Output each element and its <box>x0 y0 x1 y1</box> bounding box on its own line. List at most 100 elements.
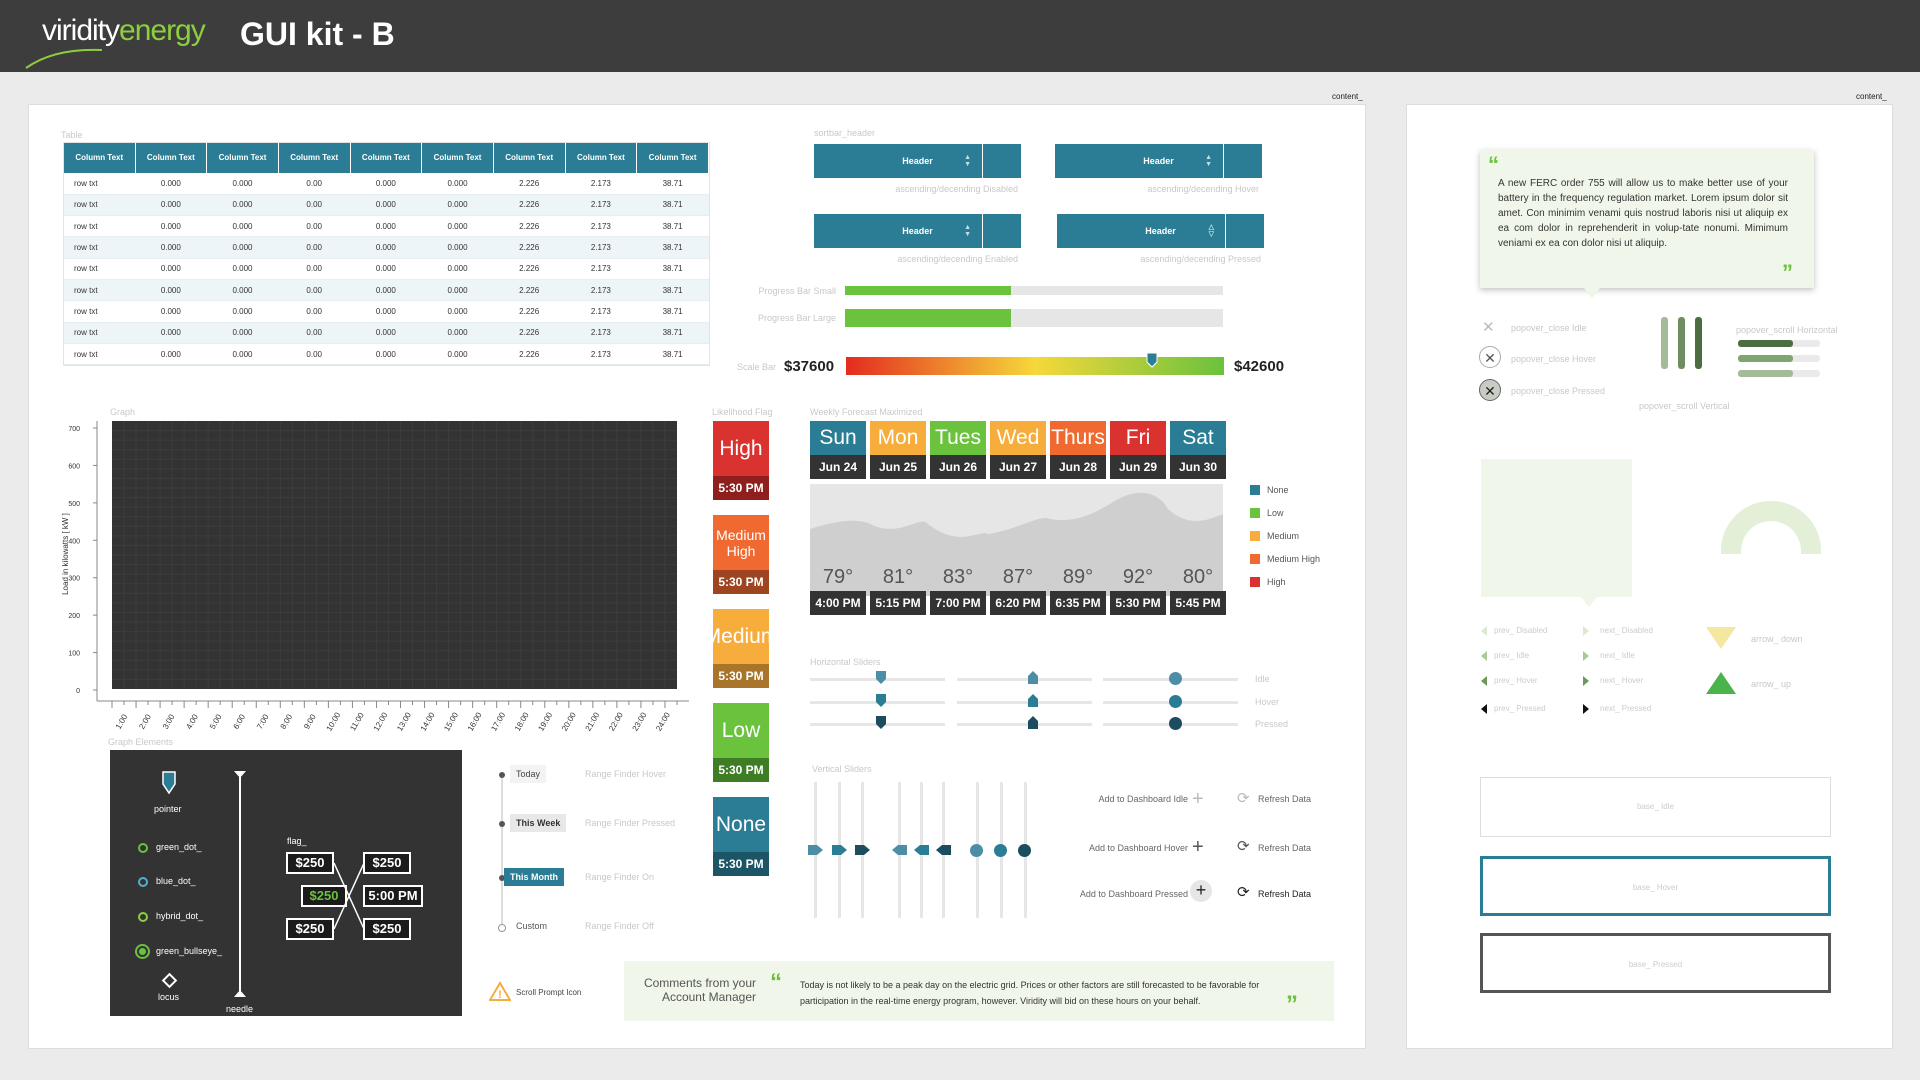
range-finder-button[interactable]: This Month <box>504 868 564 886</box>
forecast-day: Thurs Jun 28 89° 6:35 PM <box>1050 421 1106 617</box>
scale-pointer[interactable] <box>1146 352 1158 368</box>
dot-label: green_dot_ <box>156 842 202 852</box>
column-header[interactable]: Column Text <box>636 143 709 173</box>
base-idle[interactable]: base_ Idle <box>1480 777 1831 837</box>
next-arrow-icon[interactable] <box>1583 704 1589 714</box>
slider-track[interactable] <box>957 678 1092 681</box>
popover-scroll-horizontal[interactable] <box>1738 340 1820 347</box>
next-arrow-icon[interactable] <box>1583 676 1589 686</box>
sort-arrows-icon: ▲ ▼ <box>1205 154 1212 168</box>
y-tick-label: 400 <box>68 538 80 545</box>
hsliders-section-label: Horizontal Sliders <box>810 657 881 667</box>
sortbar-header-button[interactable]: Header ▲ ▼ <box>814 144 1021 178</box>
table-row: row txt 0.000 0.000 0.00 0.000 0.000 2.226 2.17… <box>64 322 709 344</box>
add-dashboard-idle-button[interactable]: + <box>1192 788 1204 810</box>
prev-arrow-icon[interactable] <box>1481 626 1487 636</box>
arrow-down-icon[interactable] <box>1704 625 1738 651</box>
x-tick-label: 22:00 <box>607 710 625 732</box>
slider-knob[interactable] <box>875 670 887 690</box>
sortbar-header-button[interactable]: Header △ ▽ <box>1057 214 1264 248</box>
range-finder-state-label: Range Finder Hover <box>585 769 667 779</box>
likelihood-level: None <box>713 797 769 852</box>
table-cell: 2.226 <box>493 343 566 366</box>
column-header[interactable]: Column Text <box>421 143 494 173</box>
likelihood-section-label: Likelihood Flag <box>712 407 773 417</box>
range-finder-button[interactable]: This Week <box>510 814 567 832</box>
add-dashboard-pressed-button[interactable]: + <box>1190 880 1212 902</box>
base-hover[interactable]: base_ Hover <box>1480 856 1831 916</box>
pointer-icon <box>1146 352 1158 368</box>
range-finder-button[interactable]: Today <box>510 765 547 783</box>
refresh-hover-label[interactable]: Refresh Data <box>1258 843 1312 853</box>
column-header[interactable]: Column Text <box>64 143 136 173</box>
vslider-knob[interactable] <box>891 843 908 861</box>
vslider-knob[interactable] <box>935 843 952 861</box>
vslider-knob[interactable] <box>831 843 848 861</box>
table-cell: 38.71 <box>636 300 709 323</box>
table-cell: row txt <box>64 300 135 323</box>
popover-scroll-horizontal[interactable] <box>1738 355 1820 362</box>
column-header[interactable]: Column Text <box>278 143 351 173</box>
table-row: row txt 0.000 0.000 0.00 0.000 0.000 2.226 2.17… <box>64 300 709 323</box>
table-cell: 0.000 <box>421 322 494 344</box>
column-header[interactable]: Column Text <box>565 143 638 173</box>
column-header[interactable]: Column Text <box>206 143 279 173</box>
slider-knob[interactable] <box>1027 715 1039 735</box>
comments-text: Today is not likely to be a peak day on … <box>800 980 1260 1006</box>
range-finder-button[interactable]: Custom <box>516 921 548 931</box>
refresh-pressed-label[interactable]: Refresh Data <box>1258 889 1312 899</box>
prev-arrow-icon[interactable] <box>1481 704 1487 714</box>
table-cell: 0.000 <box>206 322 279 344</box>
slider-knob[interactable] <box>1169 695 1182 708</box>
vslider-knob[interactable] <box>913 843 930 861</box>
slider-knob[interactable] <box>1169 672 1182 685</box>
popover-scroll-vertical[interactable] <box>1661 317 1668 369</box>
next-arrow-icon[interactable] <box>1583 651 1589 661</box>
vslider-knob[interactable] <box>993 843 1008 863</box>
popover-scroll-vertical[interactable] <box>1678 317 1685 369</box>
table-cell: 2.226 <box>493 215 566 238</box>
price-flag-highlight: $250 <box>301 885 347 907</box>
table-cell: 0.000 <box>206 236 279 259</box>
forecast-date: Jun 28 <box>1050 455 1106 479</box>
refresh-icon[interactable]: ⟳ <box>1237 884 1250 901</box>
add-dashboard-hover-button[interactable]: + <box>1192 836 1204 858</box>
refresh-idle-label[interactable]: Refresh Data <box>1258 794 1312 804</box>
vslider-knob[interactable] <box>854 843 871 861</box>
table-cell: 0.00 <box>278 343 351 366</box>
vslider-knob[interactable] <box>1017 843 1032 863</box>
prev-arrow-icon[interactable] <box>1481 651 1487 661</box>
vslider-knob[interactable] <box>807 843 824 861</box>
slider-track[interactable] <box>957 723 1092 726</box>
add-dashboard-idle-label: Add to Dashboard Idle <box>1098 794 1188 804</box>
close-icon[interactable]: ✕ <box>1479 379 1501 401</box>
close-icon[interactable]: ✕ <box>1479 346 1501 368</box>
slider-knob[interactable] <box>1027 670 1039 690</box>
slider-track[interactable] <box>957 701 1092 704</box>
slider-knob[interactable] <box>1169 717 1182 730</box>
column-header[interactable]: Column Text <box>135 143 208 173</box>
slider-knob[interactable] <box>875 693 887 713</box>
prev-arrow-icon[interactable] <box>1481 676 1487 686</box>
vslider-knob[interactable] <box>969 843 984 863</box>
legend-swatch <box>1250 553 1260 564</box>
popover-scroll-vertical[interactable] <box>1695 317 1702 369</box>
column-header[interactable]: Column Text <box>493 143 566 173</box>
likelihood-time: 5:30 PM <box>713 664 769 688</box>
base-pressed[interactable]: base_ Pressed <box>1480 933 1831 993</box>
sortbar-header-button[interactable]: Header ▲ ▼ <box>1055 144 1262 178</box>
price-flag: $250 <box>363 918 411 940</box>
popover-scroll-horizontal[interactable] <box>1738 370 1820 377</box>
refresh-icon[interactable]: ⟳ <box>1237 838 1250 855</box>
refresh-icon[interactable]: ⟳ <box>1237 790 1250 807</box>
slider-knob[interactable] <box>1027 693 1039 713</box>
next-arrow-icon[interactable] <box>1583 626 1589 636</box>
column-header[interactable]: Column Text <box>350 143 423 173</box>
sortbar-header-button[interactable]: Header ▲ ▼ <box>814 214 1021 248</box>
table-cell: 0.00 <box>278 300 351 323</box>
slider-knob[interactable] <box>875 715 887 735</box>
table-cell: 38.71 <box>636 343 709 366</box>
forecast-temp: 79° <box>822 566 854 588</box>
close-icon[interactable]: ✕ <box>1482 319 1495 336</box>
arrow-up-icon[interactable] <box>1704 670 1738 696</box>
